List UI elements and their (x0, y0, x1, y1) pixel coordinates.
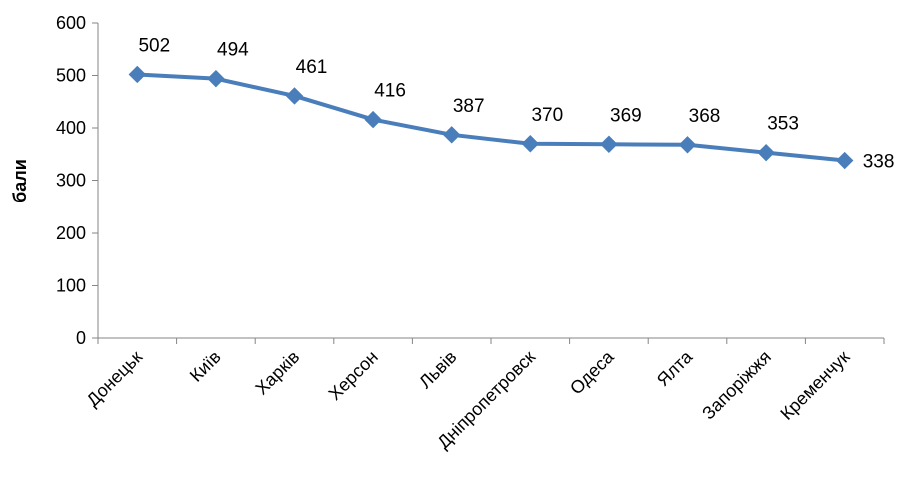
data-point-marker (285, 87, 304, 105)
y-tick-label: 0 (76, 328, 86, 348)
x-tick-label: Ялта (653, 346, 697, 390)
y-tick-label: 500 (56, 66, 86, 86)
y-tick-label: 100 (56, 276, 86, 296)
data-point-marker (128, 65, 147, 84)
data-label: 387 (453, 96, 485, 117)
data-point-marker (757, 143, 775, 162)
x-tick-label: Одеса (566, 346, 618, 398)
data-point-marker (442, 126, 461, 144)
x-tick-label: Львів (415, 347, 460, 392)
data-label: 353 (767, 114, 799, 135)
data-point-marker (207, 69, 225, 88)
data-label: 461 (296, 57, 328, 78)
data-point-marker (364, 110, 382, 129)
x-tick-label: Херсон (325, 347, 382, 404)
y-tick-label: 400 (56, 118, 86, 138)
data-label: 369 (610, 105, 642, 126)
y-axis-ticks (92, 22, 98, 339)
data-label: 368 (689, 106, 721, 127)
y-tick-label: 300 (56, 171, 86, 191)
data-label: 416 (374, 81, 406, 102)
x-tick-label: Київ (186, 347, 225, 386)
y-tick-label: 600 (56, 13, 86, 33)
data-label: 494 (217, 40, 249, 61)
x-axis-tick-labels: Донецьк Київ Харків Херсон ЛьвівДніпропетров… (83, 346, 854, 452)
x-tick-label: Запоріжжя (698, 347, 775, 424)
x-tick-label: Донецьк (83, 347, 147, 411)
y-tick-label: 200 (56, 223, 86, 243)
data-label: 370 (531, 105, 563, 126)
data-point-marker (835, 151, 854, 170)
x-tick-label: Кременчук (776, 347, 853, 424)
data-label: 502 (138, 35, 170, 56)
x-tick-label: Харків (251, 347, 303, 399)
series-line (137, 72, 845, 163)
data-point-marker (521, 135, 540, 153)
data-point-marker (600, 135, 618, 153)
y-axis-title: бали (10, 159, 30, 203)
data-point-marker (678, 136, 697, 154)
x-axis-ticks (97, 338, 885, 344)
y-axis-tick-labels: 0 100 200 300 400 500 600 (56, 13, 86, 348)
series-markers (128, 65, 854, 170)
data-labels: 502 494 461 416 387 370 369 368 353 338 (138, 35, 894, 172)
data-label: 338 (863, 152, 895, 173)
